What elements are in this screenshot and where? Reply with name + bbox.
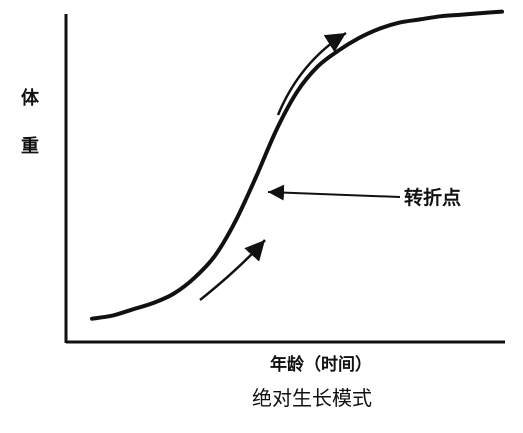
inflection-point-label: 转折点 xyxy=(404,186,461,209)
series-layer xyxy=(90,9,504,321)
chart-title: 绝对生长模式 xyxy=(252,386,372,410)
growth-curve-line xyxy=(90,9,504,321)
y-axis-label-char-2: 重 xyxy=(21,135,39,157)
growth-direction-arrow-lower xyxy=(199,239,266,301)
inflection-pointer-arrow xyxy=(267,184,401,201)
x-axis-label: 年龄（时间） xyxy=(270,354,372,375)
y-axis-label-char-1: 体 xyxy=(21,87,40,109)
growth-direction-arrow-upper xyxy=(276,31,347,116)
